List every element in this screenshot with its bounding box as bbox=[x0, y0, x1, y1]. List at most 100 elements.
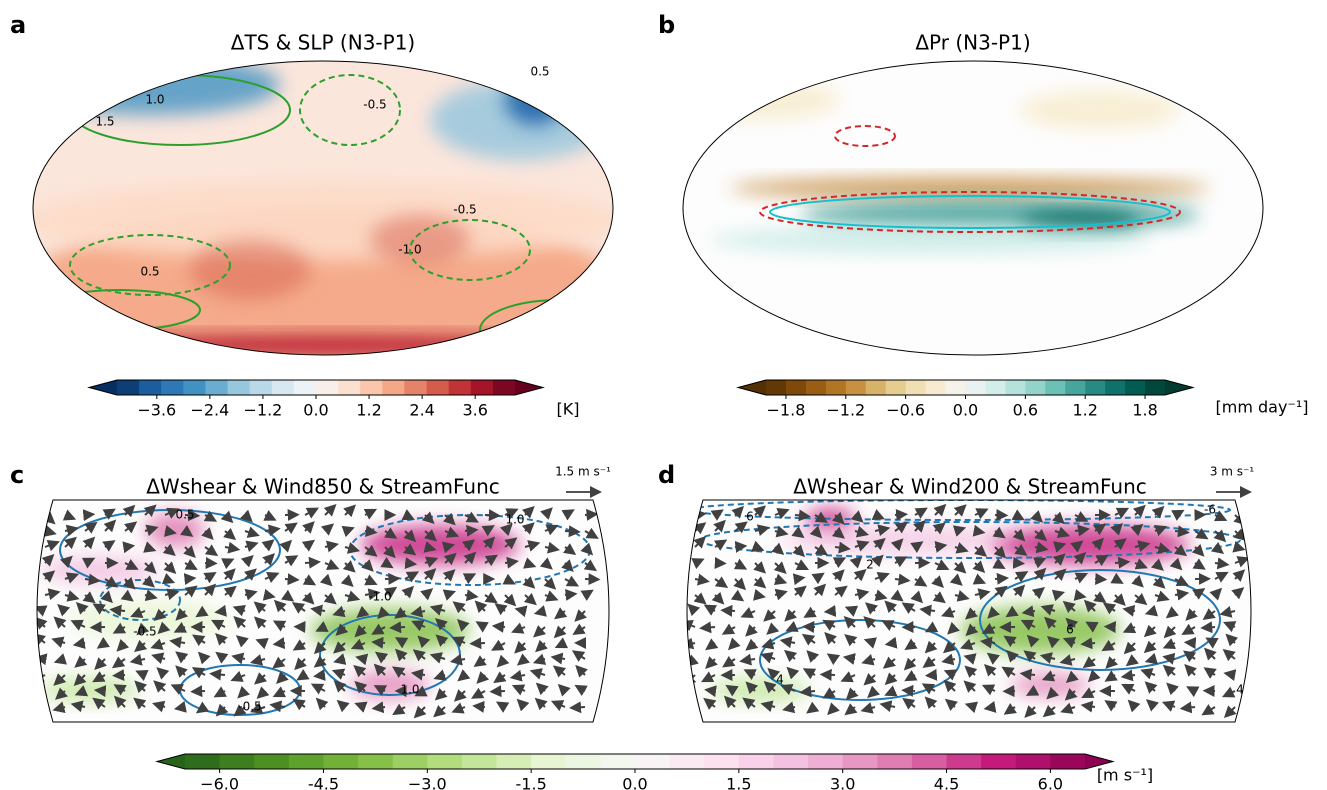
colorbar-segment bbox=[926, 380, 946, 395]
panel-label: b bbox=[658, 11, 675, 39]
colorbar-segment bbox=[1045, 380, 1065, 395]
colorbar-segment bbox=[404, 380, 427, 395]
wind-vector bbox=[465, 595, 475, 596]
wind-vector bbox=[359, 658, 365, 659]
wind-vector bbox=[1084, 643, 1095, 644]
field-patch bbox=[1020, 90, 1180, 130]
colorbar-tick-label: 0.0 bbox=[622, 775, 647, 790]
colorbar-segment bbox=[1085, 380, 1105, 395]
colorbar-segment bbox=[985, 380, 1005, 395]
wind-vector bbox=[1215, 563, 1226, 564]
field-patch bbox=[40, 556, 160, 584]
wind-vector bbox=[405, 563, 413, 564]
colorbar-segment bbox=[846, 380, 866, 395]
colorbar-segment bbox=[1025, 380, 1045, 395]
vector-key-label: 1.5 m s⁻¹ bbox=[555, 465, 611, 479]
wind-vector bbox=[213, 674, 225, 675]
wind-vector bbox=[703, 627, 715, 628]
field-patch bbox=[80, 63, 140, 87]
map-panel bbox=[680, 61, 1263, 355]
contour-label: 1.0 bbox=[145, 93, 164, 107]
colorbar-segment bbox=[806, 380, 826, 395]
wind-vector bbox=[565, 594, 574, 595]
wind-vector bbox=[113, 610, 125, 611]
panel-title: ΔTS & SLP (N3-P1) bbox=[231, 31, 415, 55]
wind-vector bbox=[393, 627, 405, 628]
colorbar-tick-label: 6.0 bbox=[1038, 775, 1063, 790]
wind-vector bbox=[828, 611, 835, 612]
colorbar-segment bbox=[161, 380, 184, 395]
colorbar-segment bbox=[449, 380, 472, 395]
contour-label: -1.0 bbox=[398, 243, 421, 257]
field-patch bbox=[990, 525, 1190, 565]
colorbar: −1.8−1.2−0.60.00.61.21.8[mm day⁻¹] bbox=[738, 380, 1309, 420]
colorbar-segment bbox=[635, 754, 670, 769]
wind-vector bbox=[1204, 627, 1215, 628]
colorbar-segment bbox=[358, 754, 393, 769]
colorbar-segment bbox=[323, 754, 358, 769]
colorbar-segment bbox=[338, 380, 361, 395]
colorbar-segment bbox=[294, 380, 317, 395]
colorbar-segment bbox=[139, 380, 162, 395]
figure: a b c d ΔTS & SLP (N3-P1) ΔPr (N3-P1) ΔW… bbox=[0, 0, 1327, 790]
map-panel bbox=[20, 55, 640, 370]
contour-label: 4 bbox=[776, 673, 784, 687]
wind-vector bbox=[473, 643, 485, 644]
colorbar-segment bbox=[497, 754, 532, 769]
colorbar-unit: [K] bbox=[557, 400, 580, 419]
wind-vector bbox=[485, 515, 497, 516]
wind-vector bbox=[375, 642, 385, 643]
colorbar-segment bbox=[1050, 754, 1085, 769]
wind-vector bbox=[895, 579, 907, 580]
colorbar-segment bbox=[382, 380, 405, 395]
wind-vector bbox=[37, 691, 45, 699]
colorbar: −6.0-4.5−3.0-1.50.01.53.04.56.0[m s⁻¹] bbox=[157, 754, 1153, 790]
field-patch bbox=[360, 525, 520, 565]
wind-vector bbox=[476, 706, 485, 707]
wind-vector bbox=[1227, 674, 1235, 675]
wind-vector bbox=[116, 675, 125, 676]
contour-label: 2 bbox=[866, 558, 874, 572]
colorbar-tick-label: 1.5 bbox=[726, 775, 751, 790]
wind-vector bbox=[85, 514, 91, 515]
contour-label: 1.0 bbox=[505, 513, 524, 527]
colorbar-segment bbox=[600, 754, 635, 769]
wind-vector bbox=[365, 531, 374, 532]
colorbar-segment bbox=[427, 754, 462, 769]
colorbar-segment bbox=[185, 754, 220, 769]
colorbar-extend bbox=[157, 754, 185, 769]
wind-vector bbox=[935, 546, 943, 547]
colorbar-segment bbox=[786, 380, 806, 395]
colorbar-segment bbox=[220, 754, 255, 769]
colorbar-segment bbox=[566, 754, 601, 769]
wind-vector bbox=[686, 691, 695, 694]
wind-vector bbox=[889, 643, 895, 644]
colorbar-unit: [mm day⁻¹] bbox=[1215, 398, 1308, 417]
wind-vector bbox=[573, 707, 585, 708]
colorbar-tick-label: −6.0 bbox=[200, 775, 239, 790]
field-patch bbox=[23, 180, 623, 260]
colorbar-segment bbox=[843, 754, 878, 769]
wind-vector bbox=[686, 705, 695, 707]
colorbar-tick-label: 3.0 bbox=[830, 775, 855, 790]
wind-vector bbox=[708, 690, 715, 691]
contour-label: 6 bbox=[746, 510, 754, 524]
field-patch bbox=[505, 75, 565, 125]
wind-vector bbox=[40, 707, 45, 711]
contour-label: 0.5 bbox=[175, 508, 194, 522]
colorbar-segment bbox=[981, 754, 1016, 769]
contour-label: 6 bbox=[1066, 623, 1074, 637]
colorbar-segment bbox=[1016, 754, 1051, 769]
wind-vector bbox=[987, 707, 995, 708]
wind-vector bbox=[276, 643, 285, 644]
field-patch bbox=[370, 215, 470, 265]
contour-label: -0.5 bbox=[133, 625, 156, 639]
colorbar-tick-label: −2.4 bbox=[190, 401, 229, 420]
panel-label: d bbox=[658, 461, 675, 489]
wind-vector bbox=[975, 531, 982, 532]
wind-vector bbox=[493, 691, 505, 692]
field-patch bbox=[50, 335, 610, 355]
colorbar: −3.6−2.4−1.20.01.22.43.6[K] bbox=[89, 380, 579, 420]
wind-vector bbox=[1024, 674, 1035, 675]
panel-label: c bbox=[10, 461, 24, 489]
